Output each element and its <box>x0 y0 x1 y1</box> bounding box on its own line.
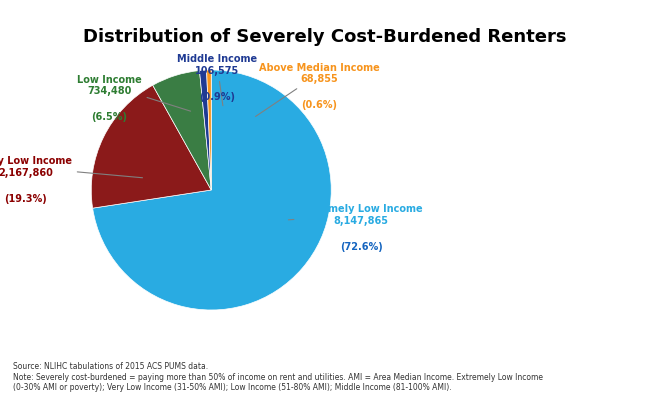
Text: Distribution of Severely Cost-Burdened Renters: Distribution of Severely Cost-Burdened R… <box>83 28 567 46</box>
Wedge shape <box>207 70 211 190</box>
Text: Low Income
734,480: Low Income 734,480 <box>77 75 190 111</box>
Text: (19.3%): (19.3%) <box>4 194 47 204</box>
Text: Middle Income
106,575: Middle Income 106,575 <box>177 54 257 106</box>
Wedge shape <box>153 70 211 190</box>
Wedge shape <box>93 70 332 310</box>
Text: Very Low Income
2,167,860: Very Low Income 2,167,860 <box>0 156 142 178</box>
Text: (0.6%): (0.6%) <box>301 100 337 110</box>
Text: Extremely Low Income
8,147,865: Extremely Low Income 8,147,865 <box>289 204 423 226</box>
Text: Above Median Income
68,855: Above Median Income 68,855 <box>255 63 380 116</box>
Text: (6.5%): (6.5%) <box>91 112 127 122</box>
Text: Source: NLIHC tabulations of 2015 ACS PUMS data.
Note: Severely cost-burdened = : Source: NLIHC tabulations of 2015 ACS PU… <box>13 362 543 392</box>
Wedge shape <box>91 85 211 208</box>
Wedge shape <box>200 70 211 190</box>
Text: (0.9%): (0.9%) <box>200 92 235 102</box>
Text: (72.6%): (72.6%) <box>340 242 383 252</box>
